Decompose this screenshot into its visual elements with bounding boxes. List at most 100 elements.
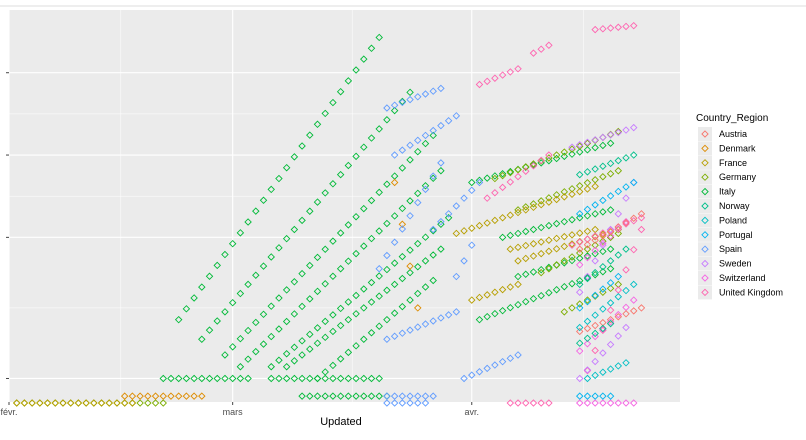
legend-label: United Kingdom [719,287,783,297]
data-point [575,170,584,179]
data-point [252,271,260,279]
data-point [360,285,368,293]
data-point [591,371,599,380]
data-point [591,201,599,209]
data-point [629,399,638,407]
data-point [275,244,283,252]
data-point [390,178,399,187]
legend-key-symbol [701,159,709,167]
data-point [491,174,499,183]
data-point [267,332,275,341]
data-point [529,160,538,168]
data-point [306,330,314,339]
data-point [282,234,291,243]
data-point [583,253,592,262]
data-point [575,210,584,218]
data-point [599,368,607,376]
data-point [429,131,437,140]
legend-label: Spain [719,244,742,254]
data-point [545,41,553,50]
legend-label: Austria [719,129,747,139]
data-point [529,399,538,407]
data-point [275,174,283,183]
data-point [437,159,445,167]
data-point [360,204,368,213]
data-point [290,153,299,161]
data-point [614,127,623,136]
data-point [437,245,445,253]
data-point [414,189,422,198]
data-point [583,374,592,383]
data-point [491,189,499,197]
data-point [537,265,545,274]
data-point [290,310,299,318]
legend-title: Country_Region [696,113,768,124]
data-point [329,98,337,107]
legend-key-symbol [701,187,709,196]
data-point [414,289,422,298]
data-point [282,362,291,371]
data-point [421,399,430,407]
data-point [429,226,437,235]
data-point [599,285,607,293]
data-point [529,268,538,276]
data-point [151,392,160,400]
data-point [367,134,376,142]
data-point [591,241,599,249]
legend-label: Portugal [719,230,753,240]
data-point [491,361,499,369]
data-point [514,229,522,238]
data-point [236,289,245,298]
data-point [514,206,522,214]
data-point [375,292,383,300]
data-point [622,399,630,407]
data-point [591,25,599,34]
data-point [282,163,291,172]
data-point [545,288,553,297]
data-point [321,333,329,342]
data-point [198,374,206,383]
data-point [606,315,615,324]
data-point [275,374,283,383]
data-point [514,172,522,181]
data-point [575,214,584,222]
data-point [522,203,530,211]
data-point [560,148,569,156]
data-point [599,133,607,142]
legend-key-symbol [701,144,709,153]
data-point [437,166,445,175]
data-point [383,286,391,295]
data-point [599,392,607,400]
data-point [321,317,329,326]
data-point [614,399,623,407]
data-point [244,326,252,335]
data-point [298,374,306,383]
data-point [591,392,599,400]
data-point [468,178,476,187]
data-point [514,272,522,281]
data-point [475,176,484,185]
data-point [506,68,515,76]
data-point [452,112,461,120]
data-point [267,185,275,194]
data-point [614,210,623,218]
data-point [583,399,592,407]
data-point [591,246,599,255]
data-point [629,296,638,304]
data-point [267,374,275,383]
data-point [599,208,607,216]
data-point [522,270,530,279]
data-point [591,268,599,277]
legend-key-symbol [701,216,709,225]
data-point [429,225,437,234]
data-point [622,154,630,162]
data-point [367,374,376,383]
data-point [367,278,376,287]
data-point [614,128,623,137]
data-point [583,252,592,260]
axis-ticks: févr. mars avr. [0,72,479,417]
data-point [383,265,391,274]
data-point [444,311,453,319]
data-point [306,295,314,303]
data-point [629,178,638,187]
